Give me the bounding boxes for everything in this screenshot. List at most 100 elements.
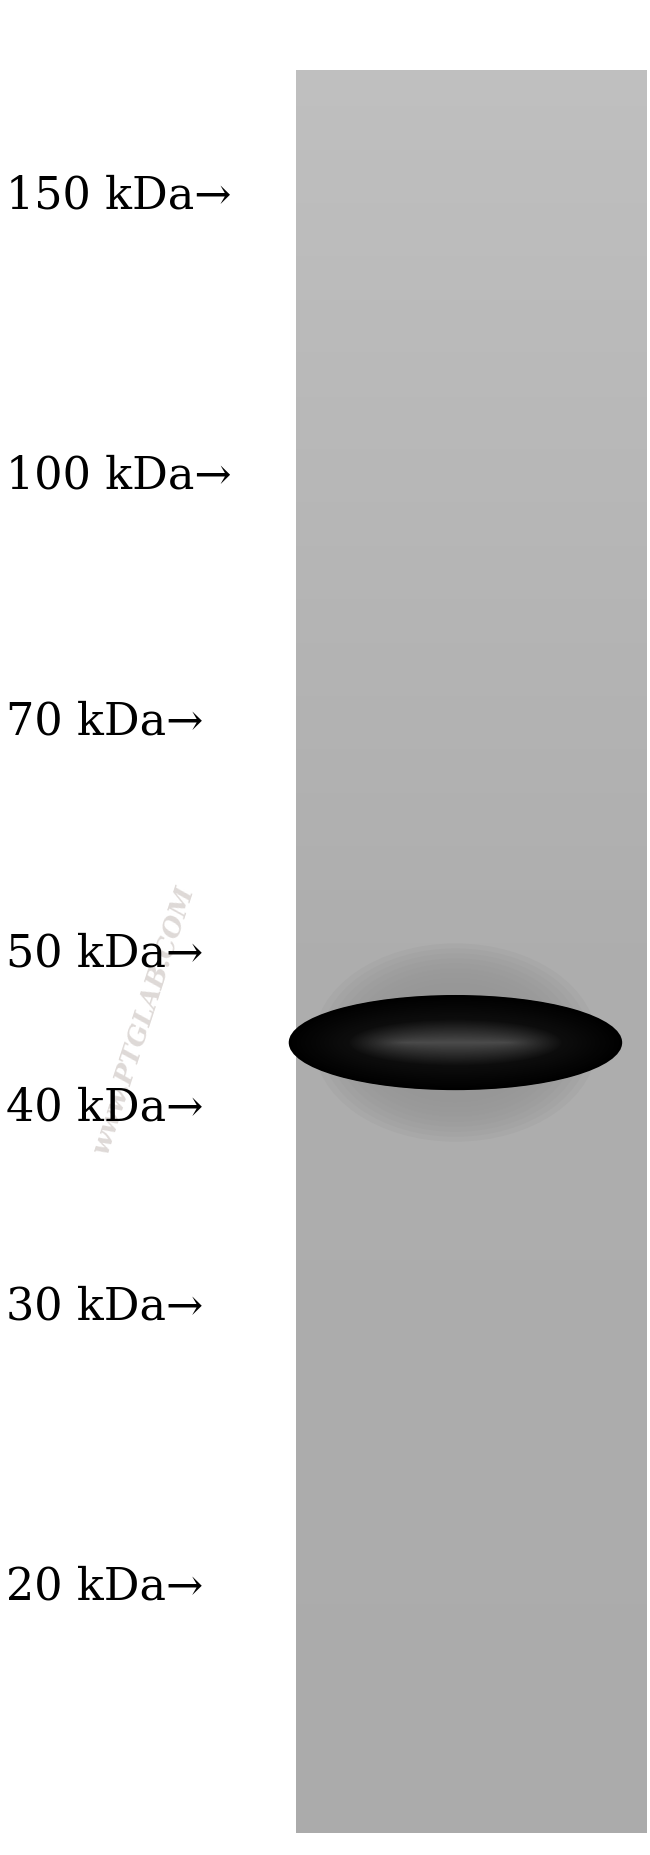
- Ellipse shape: [365, 1026, 546, 1059]
- Bar: [296, 1701, 647, 1710]
- Bar: [296, 1631, 647, 1640]
- Ellipse shape: [392, 998, 519, 1087]
- Bar: [296, 1198, 647, 1208]
- Bar: [296, 696, 647, 705]
- Bar: [296, 1744, 647, 1753]
- Bar: [296, 1577, 647, 1586]
- Ellipse shape: [378, 1031, 533, 1054]
- Bar: [296, 1057, 647, 1067]
- Bar: [296, 1349, 647, 1356]
- Ellipse shape: [356, 974, 554, 1111]
- Text: 50 kDa→: 50 kDa→: [6, 933, 203, 976]
- Bar: [296, 1145, 647, 1154]
- Ellipse shape: [317, 1005, 595, 1080]
- Bar: [296, 414, 647, 423]
- Bar: [296, 599, 647, 608]
- Bar: [296, 1365, 647, 1375]
- Bar: [296, 334, 647, 343]
- Ellipse shape: [360, 1024, 551, 1061]
- Bar: [296, 705, 647, 714]
- Bar: [296, 1401, 647, 1410]
- Ellipse shape: [346, 1018, 566, 1067]
- Bar: [296, 122, 647, 132]
- Bar: [296, 1480, 647, 1490]
- Ellipse shape: [333, 1013, 578, 1072]
- Bar: [296, 907, 647, 916]
- Bar: [296, 458, 647, 467]
- Bar: [296, 1436, 647, 1445]
- Ellipse shape: [359, 1024, 552, 1061]
- Ellipse shape: [398, 1039, 513, 1046]
- Bar: [296, 378, 647, 388]
- Bar: [296, 1490, 647, 1499]
- Bar: [296, 1814, 647, 1823]
- Bar: [296, 1391, 647, 1401]
- Bar: [296, 855, 647, 864]
- Bar: [296, 1640, 647, 1647]
- Bar: [296, 1005, 647, 1013]
- Bar: [296, 926, 647, 933]
- Ellipse shape: [367, 1028, 543, 1057]
- Bar: [296, 757, 647, 766]
- Ellipse shape: [305, 1002, 606, 1083]
- Bar: [296, 625, 647, 634]
- Bar: [296, 1666, 647, 1673]
- Bar: [296, 467, 647, 475]
- Ellipse shape: [337, 1015, 574, 1070]
- Bar: [296, 475, 647, 484]
- Bar: [296, 1234, 647, 1243]
- Bar: [296, 1657, 647, 1666]
- Bar: [296, 616, 647, 625]
- Text: 20 kDa→: 20 kDa→: [6, 1566, 203, 1608]
- Ellipse shape: [394, 1037, 517, 1048]
- Ellipse shape: [339, 1015, 573, 1070]
- Bar: [296, 1542, 647, 1551]
- Ellipse shape: [389, 1037, 521, 1050]
- Bar: [296, 228, 647, 237]
- Ellipse shape: [328, 1011, 583, 1074]
- Bar: [296, 1445, 647, 1454]
- Bar: [296, 1224, 647, 1234]
- Bar: [296, 935, 647, 942]
- Bar: [296, 1358, 647, 1365]
- Bar: [296, 837, 647, 846]
- Bar: [296, 1410, 647, 1419]
- Bar: [296, 890, 647, 898]
- Bar: [296, 1428, 647, 1436]
- Bar: [296, 80, 647, 87]
- Bar: [296, 679, 647, 688]
- Bar: [296, 484, 647, 493]
- Bar: [296, 247, 647, 256]
- Bar: [296, 237, 647, 247]
- Ellipse shape: [318, 1007, 593, 1078]
- Ellipse shape: [406, 1007, 505, 1078]
- Bar: [296, 96, 647, 106]
- Ellipse shape: [385, 992, 526, 1093]
- Ellipse shape: [315, 1005, 596, 1080]
- Bar: [296, 722, 647, 731]
- Bar: [296, 87, 647, 96]
- Bar: [296, 1252, 647, 1260]
- Bar: [296, 1586, 647, 1595]
- Ellipse shape: [327, 1011, 584, 1074]
- Bar: [296, 961, 647, 968]
- Text: 70 kDa→: 70 kDa→: [6, 701, 204, 744]
- Bar: [296, 529, 647, 538]
- Bar: [296, 141, 647, 150]
- Ellipse shape: [343, 1017, 568, 1068]
- Bar: [296, 564, 647, 573]
- Ellipse shape: [378, 989, 534, 1096]
- Bar: [296, 1048, 647, 1057]
- Bar: [296, 291, 647, 299]
- Bar: [296, 1718, 647, 1727]
- Ellipse shape: [307, 1004, 603, 1083]
- Ellipse shape: [361, 1024, 549, 1061]
- Bar: [296, 1788, 647, 1797]
- Ellipse shape: [369, 1028, 542, 1057]
- Ellipse shape: [376, 1031, 535, 1054]
- Bar: [296, 1506, 647, 1516]
- Bar: [296, 1109, 647, 1119]
- Bar: [296, 326, 647, 334]
- Bar: [296, 1727, 647, 1736]
- Ellipse shape: [395, 1039, 515, 1046]
